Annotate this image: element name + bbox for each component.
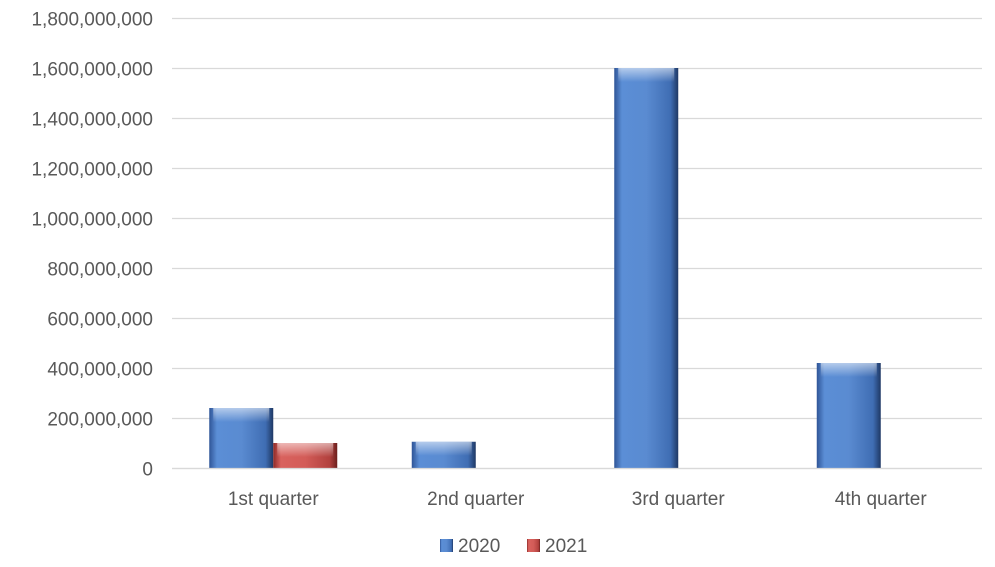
bar-body [614,68,679,468]
bars [209,68,881,468]
bar-bevel [618,68,675,82]
bar-body [816,363,881,468]
legend-swatch [527,539,540,552]
y-tick-label: 400,000,000 [47,360,153,381]
x-tick-label: 3rd quarter [632,489,726,510]
y-tick-label: 1,600,000,000 [31,60,153,81]
x-tick-label: 1st quarter [228,489,319,510]
y-axis: 0 200,000,000 400,000,000 600,000,000 800,00… [31,10,153,481]
legend-item-2021: 2021 [527,536,587,557]
bar-2020-1 [209,408,274,468]
y-tick-label: 200,000,000 [47,410,153,431]
legend-label: 2020 [458,536,500,557]
y-tick-label: 1,200,000,000 [31,160,153,181]
y-tick-label: 800,000,000 [47,260,153,281]
y-tick-label: 0 [142,460,153,481]
bar-2020-4 [816,363,881,468]
bar-bevel [820,363,877,377]
legend: 2020 2021 [440,536,587,557]
gridlines [172,17,982,470]
legend-item-2020: 2020 [440,536,500,557]
y-tick-label: 1,000,000,000 [31,210,153,231]
x-tick-label: 4th quarter [835,489,928,510]
bar-bevel [415,441,472,456]
legend-swatch [440,539,453,552]
y-tick-label: 1,800,000,000 [31,10,153,31]
x-tick-label: 2nd quarter [427,489,525,510]
bar-2020-2 [411,441,476,468]
bar-bevel [213,408,270,422]
y-tick-label: 1,400,000,000 [31,110,153,131]
x-axis: 1st quarter 2nd quarter 3rd quarter 4th qua… [172,467,982,510]
y-tick-label: 600,000,000 [47,310,153,331]
bar-2020-3 [614,68,679,468]
legend-label: 2021 [545,536,587,557]
bar-2021-1 [273,443,338,468]
bar-bevel [277,443,334,457]
